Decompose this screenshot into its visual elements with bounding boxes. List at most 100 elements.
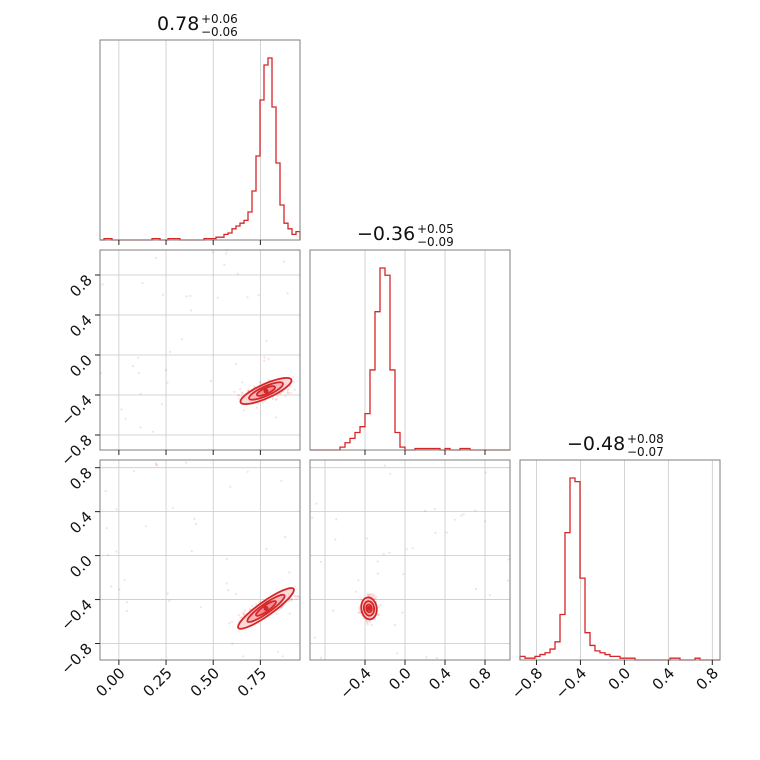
hist-param1-step-line [100,57,301,241]
scatter-param1-param2-point [233,390,236,394]
scatter-param2-param3-outlier-point [453,518,456,521]
scatter-param2-param3-outlier-point [379,604,382,607]
scatter-param1-param3-outlier-point [242,655,245,658]
scatter-param2-param3-outlier-point [383,464,387,467]
scatter-panel-param1-vs-param2: −0.8−0.4 0.0 0.4 0.8 [57,249,301,470]
scatter-param1-param2-point [237,394,240,397]
scatter-param2-param3-outlier-point [402,573,405,576]
hist-param3-xtick-label-2: 0.0 [605,664,635,694]
scatter-param1-param3-outlier-point [125,601,128,604]
scatter-param1-param3-outlier-point [105,527,108,530]
scatter-param2-param3-point [369,593,372,596]
title-param3-plus: +0.08 [627,432,664,446]
scatter-param2-param3-outlier-point [506,579,510,582]
scatter-param2-param3-point [376,613,379,617]
scatter-param1-param2-outlier-point [162,293,165,296]
scatter-param1-param3-point [288,599,291,603]
scatter-param1-param2-ytick-label-0: −0.8 [57,431,95,469]
scatter-param1-param2-point [271,397,275,401]
scatter-param1-param3-outlier-point [294,585,297,588]
scatter-param1-param2-outlier-point [216,296,219,299]
scatter-param1-param2-outlier-point [263,356,266,359]
scatter-param1-param3-outlier-point [288,612,291,615]
scatter-param2-param3-outlier-point [332,609,335,612]
scatter-param2-param3-outlier-point [389,472,392,475]
scatter-param1-param2-point [287,391,290,395]
scatter-param1-param3-point [275,612,279,615]
scatter-param2-param3-outlier-point [433,507,436,511]
scatter-param2-param3-outlier-point [311,516,314,519]
hist-param3-frame [519,459,721,661]
title-param3: −0.48 +0.08 −0.07 [567,432,664,459]
scatter-param1-param3-outlier-point [168,599,171,603]
scatter-param2-param3-point [366,593,369,597]
scatter-param1-param2-outlier-point [139,426,142,429]
scatter-param2-param3-point [365,621,369,624]
scatter-param2-param3-point [366,620,369,623]
scatter-param1-param3-point [248,608,251,611]
scatter-param1-param2-point [259,381,262,385]
scatter-param2-param3-point [368,620,371,623]
scatter-param1-param3-point [297,595,300,598]
scatter-param2-param3-point [371,593,374,596]
scatter-param2-param3-outlier-point [435,656,438,660]
scatter-param1-param3-point [241,611,245,614]
scatter-param1-param3-point [240,615,244,619]
scatter-param1-param2-point [240,391,243,394]
scatter-panel-param2-vs-param3: −0.4 0.0 0.4 0.8 [309,459,511,703]
scatter-param1-param2-point [275,397,278,401]
scatter-param2-param3-point [370,623,373,627]
scatter-param1-param3-xtick-label-2: 0.50 [187,664,223,700]
scatter-param1-param3-outlier-point [110,585,113,588]
scatter-param1-param3-point [239,616,242,619]
scatter-param1-param3-xtick-label-3: 0.75 [234,664,270,700]
scatter-param2-param3-outlier-point [355,590,358,593]
scatter-param1-param3-outlier-point [229,485,232,488]
scatter-param1-param3-point [231,620,234,624]
hist-param3-xtick-label-0: −0.8 [508,664,546,702]
scatter-param1-param2-ytick-label-2: 0.0 [66,351,96,381]
scatter-param1-param3-outlier-point [234,593,237,596]
scatter-param1-param3-point [243,609,247,612]
scatter-param1-param3-outlier-point [276,650,279,653]
scatter-param1-param2-outlier-point [185,295,188,298]
scatter-param2-param3-outlier-point [405,548,408,551]
scatter-param2-param3-xtick-label-3: 0.8 [465,664,495,694]
scatter-param1-param2-outlier-point [131,365,135,368]
scatter-param1-param3-point [294,597,298,600]
scatter-param1-param2-ytick-label-4: 0.8 [66,271,96,301]
scatter-param2-param3-point [358,606,361,609]
scatter-param2-param3-outlier-point [462,513,465,516]
scatter-param2-param3-point [357,611,360,614]
scatter-param1-param3-point [242,613,246,616]
scatter-param2-param3-outlier-point [319,656,322,659]
scatter-param1-param3-outlier-point [123,579,126,582]
scatter-param2-param3-outlier-point [445,531,448,534]
title-param1-median: 0.78 [157,13,199,35]
scatter-param1-param3-outlier-point [172,506,175,509]
scatter-param1-param3-outlier-point [284,536,287,539]
hist-param1-frame [99,39,301,241]
scatter-param2-param3-outlier-point [376,560,379,563]
scatter-param2-param3-outlier-point [315,502,318,505]
scatter-param1-param2-outlier-point [236,272,239,275]
scatter-param2-param3-xtick-label-2: 0.4 [425,664,455,694]
scatter-param1-param2-outlier-point [190,309,193,312]
scatter-param2-param3-point [366,623,370,626]
scatter-param1-param2-outlier-point [210,380,213,383]
scatter-param2-param3-outlier-point [335,518,338,521]
scatter-param1-param3-outlier-point [156,464,159,467]
scatter-param1-param2-point [286,389,289,392]
scatter-param1-param2-outlier-point [282,260,286,263]
scatter-param1-param2-outlier-point [168,350,171,353]
scatter-param1-param2-frame [99,249,301,451]
scatter-param1-param3-point [290,597,294,601]
hist-param3-xtick-label-1: −0.4 [552,664,590,702]
scatter-param2-param3-point [365,619,368,622]
scatter-param1-param3-outlier-point [107,553,110,557]
scatter-param1-param3-outlier-point [280,479,283,482]
scatter-param1-param3-outlier-point [199,606,202,609]
histogram-panel-param1 [99,39,301,245]
scatter-param1-param3-point [296,595,300,598]
scatter-param1-param3-outlier-point [115,550,118,553]
